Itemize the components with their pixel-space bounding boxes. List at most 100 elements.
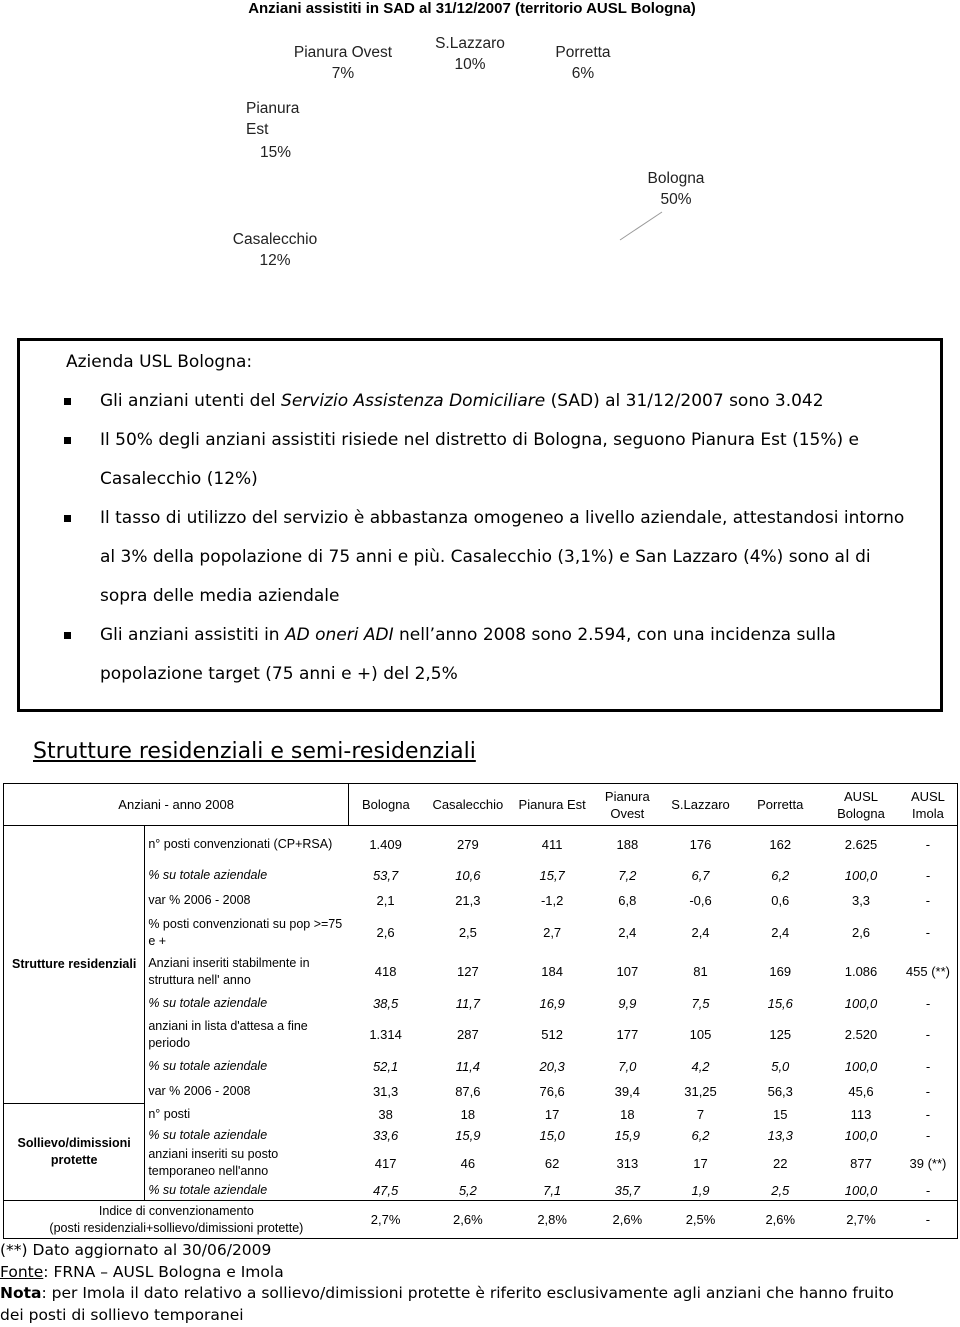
row-label: % su totale aziendale	[148, 995, 268, 1010]
cell: 2,8%	[513, 1200, 591, 1239]
cell: 184	[541, 964, 563, 979]
table-row: var % 2006 - 2008 2,1 21,3 -1,2 6,8 -0,6 0,6 3,…	[4, 889, 958, 913]
note-line: (**) Dato aggiornato al 30/06/2009	[0, 1241, 272, 1259]
cell: 21,3	[455, 893, 481, 908]
cell: 2,1	[376, 893, 395, 908]
cell: 53,7	[372, 868, 399, 883]
cell: 287	[457, 1027, 479, 1042]
text: Gli anziani assistiti in	[100, 625, 285, 645]
cell: 39 (**)	[909, 1155, 947, 1171]
cell: 2,7%	[348, 1200, 423, 1239]
cell: 31,25	[684, 1083, 717, 1099]
column-header: Pianura Ovest	[591, 783, 664, 826]
cell: 100,0	[844, 1127, 878, 1143]
cell: 7,2	[618, 868, 637, 883]
table-row: Strutture residenziali n° posti convenzio…	[2, 825, 958, 1104]
cell: 7,1	[543, 1182, 562, 1198]
cell: 2.520	[844, 1027, 878, 1042]
cell: 418	[374, 964, 397, 979]
text: Gli anziani utenti del	[100, 391, 282, 411]
cell: -	[925, 1182, 931, 1198]
cell: 7	[696, 1106, 705, 1122]
cell: 2,6	[376, 925, 395, 940]
summary-box: Azienda USL Bologna: Gli anziani utenti …	[17, 338, 943, 712]
cell: 17	[544, 1106, 560, 1122]
cell: -	[925, 868, 931, 883]
table-row: % su totale aziendale 38,5 11,7 16,9 9,9 7,5 1…	[4, 991, 958, 1016]
slice-label: S.Lazzaro 10%	[420, 33, 520, 75]
cell: 162	[769, 836, 792, 852]
cell: 7,0	[618, 1058, 637, 1074]
row-label: % su totale aziendale	[148, 1058, 268, 1073]
slice-label: Casalecchio 12%	[220, 229, 330, 271]
column-header: Casalecchio	[422, 783, 514, 826]
cell: 279	[457, 836, 479, 852]
group-label: Strutture residenziali	[2, 825, 146, 1104]
cell: 2,4	[618, 925, 637, 940]
text: Il 50% degli anziani assistiti risiede n…	[100, 430, 859, 489]
table-row: % su totale aziendale 33,6 15,9 15,0 15,9 6,2…	[4, 1125, 958, 1146]
bullet: Gli anziani assistiti in AD oneri ADI ne…	[64, 616, 922, 694]
value-label: 7%	[331, 65, 355, 82]
group-label: Sollievo/dimissioni protette	[2, 1103, 146, 1201]
cell: 11,4	[455, 1058, 481, 1074]
corner-cell: Anziani - anno 2008	[2, 783, 350, 826]
cell: 2,5	[458, 925, 477, 940]
table-row: % posti convenzionati su pop >=75 e + 2,6…	[4, 913, 958, 953]
cell: -0,6	[689, 893, 712, 908]
cell: 5,2	[458, 1182, 477, 1198]
cell: 6,2	[771, 868, 790, 883]
column-header: AUSL Bologna	[823, 783, 899, 826]
cell: 15	[773, 1106, 788, 1122]
cell: -	[925, 893, 931, 908]
footer-row: Indice di convenzionamento (posti residen…	[3, 1200, 958, 1239]
category-label: Bologna	[647, 170, 705, 187]
cell: 16,9	[539, 995, 565, 1011]
cell: -	[925, 836, 931, 852]
section-title: Strutture residenziali e semi-residenzia…	[33, 739, 476, 764]
cell: 2,5	[771, 1182, 790, 1198]
text: AD oneri ADI	[284, 625, 394, 645]
cell: 31,3	[372, 1083, 399, 1099]
cell: 177	[616, 1027, 639, 1042]
value-label: 50%	[660, 191, 692, 208]
row-label: var % 2006 - 2008	[148, 1083, 251, 1098]
cell: 38,5	[372, 995, 399, 1011]
cell: 15,7	[539, 868, 565, 883]
bullet: Il tasso di utilizzo del servizio è abba…	[64, 499, 922, 616]
cell: -	[898, 1200, 958, 1239]
slice-label: Pianura Ovest 7%	[283, 42, 403, 84]
cell: 5,0	[771, 1058, 790, 1074]
cell: 105	[689, 1027, 712, 1042]
slice-label: Bologna 50%	[626, 168, 726, 210]
cell: 46	[460, 1155, 476, 1171]
cell: 2,6%	[737, 1200, 824, 1239]
cell: 2.625	[844, 836, 878, 852]
cell: 188	[616, 836, 639, 852]
cell: 169	[769, 964, 792, 979]
cell: 125	[769, 1027, 792, 1042]
cell: 113	[850, 1106, 872, 1122]
cell: 56,3	[767, 1083, 793, 1099]
cell: 107	[616, 964, 639, 979]
text: Fonte	[0, 1262, 44, 1281]
cell: 13,3	[767, 1127, 793, 1143]
cell: 0,6	[771, 893, 790, 908]
cell: 417	[374, 1155, 397, 1171]
cell: 38	[378, 1106, 393, 1122]
value-label: 12%	[259, 252, 291, 269]
cell: 15,0	[539, 1127, 565, 1143]
row-label: var % 2006 - 2008	[148, 893, 251, 907]
header-row: Anziani - anno 2008 Bologna Casalecchio Pia…	[2, 783, 958, 826]
column-header: Porretta	[737, 783, 824, 826]
cell: 81	[693, 964, 708, 979]
cell: -	[925, 1058, 931, 1074]
summary-heading: Azienda USL Bologna:	[66, 352, 253, 372]
cell: 18	[460, 1106, 476, 1122]
cell: 2,7	[543, 925, 562, 940]
cell: 2,6%	[591, 1200, 664, 1239]
cell: 18	[620, 1106, 635, 1122]
text: (SAD) al 31/12/2007 sono 3.042	[545, 391, 824, 411]
text: Nota	[0, 1284, 42, 1302]
